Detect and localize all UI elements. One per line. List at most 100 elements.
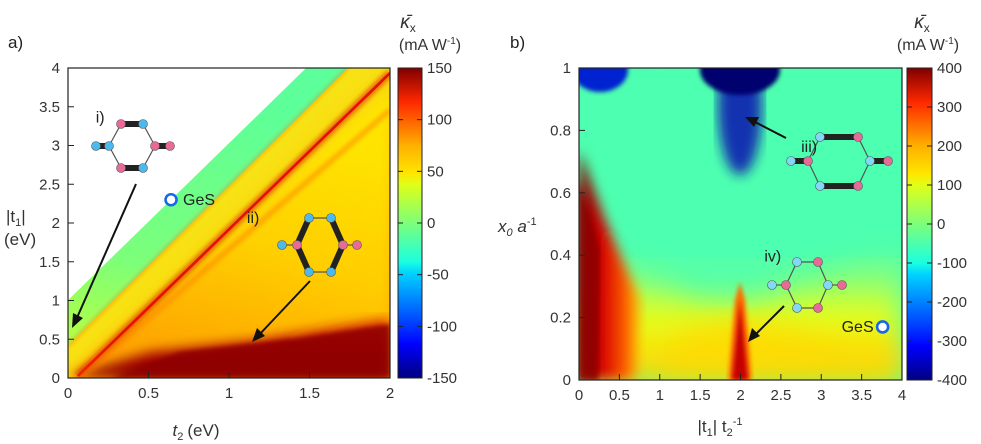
panel-a-colorbar-tick-label: 100: [427, 112, 452, 129]
panel-b-arrowhead-iii: [745, 117, 759, 127]
panel-a-annotations: i) ii) GeS: [96, 109, 260, 227]
panel-a-ytick-label: 4: [52, 60, 60, 77]
panel-a: a) 0 0.5 1 1.5 200.511.522.533.54 t2 (eV) |t: [4, 12, 461, 443]
panel-b-axes: 0 0.5 1 1.5 2 2.5 3 3.5 4 0 0.2 0.4 0.6 0.8 1: [550, 60, 906, 404]
panel-a-colorbar-tick-label: -150: [427, 370, 457, 387]
panel-b-xtick-label: 4: [898, 387, 906, 404]
panel-b-colorbar-tick-label: -300: [937, 333, 967, 350]
panel-b-xlabel-mid-sub: 2: [727, 427, 733, 439]
panel-b-ytick-label: 0.2: [550, 310, 571, 327]
panel-a-ytick-label: 2.5: [39, 176, 60, 193]
panel-a-colorbar-unit-text: (mA W: [399, 37, 448, 54]
structure-label: ii): [247, 210, 259, 227]
panel-b-xtick-label: 1.5: [690, 387, 711, 404]
panel-a-xtick-label: 0.5: [138, 385, 159, 402]
panel-b-ytick-label: 0.4: [550, 247, 571, 264]
structure-label: iv): [764, 248, 781, 265]
panel-b-ytick-label: 0: [563, 372, 571, 389]
panel-b-label: b): [510, 33, 525, 52]
panel-a-colorbar-ticks: 150 100 50 0 -50 -100 -150: [398, 60, 457, 387]
structure-label: i): [96, 109, 105, 126]
panel-a-ytick-label: 2: [52, 215, 60, 232]
ges-label: GeS: [842, 319, 874, 336]
panel-b-colorbar-unit-sup: -1: [945, 36, 954, 47]
panel-a-colorbar-unit-end: ): [456, 37, 461, 54]
panel-b-ylabel-sup: -1: [527, 216, 537, 228]
panel-b-colorbar-tick-label: -200: [937, 294, 967, 311]
structure-ii-diagram: [277, 213, 362, 277]
panel-b-colorbar-ticks: 400 300 200 100 0 -100 -200 -300 -400: [907, 60, 967, 389]
ges-marker: [164, 192, 178, 207]
panel-a-ytick-label: 1.5: [39, 254, 60, 271]
panel-b-ytick-label: 0.6: [550, 185, 571, 202]
panel-a-colorbar-tick-label: 50: [427, 163, 444, 180]
panel-b-ytick-label: 0.8: [550, 122, 571, 139]
panel-b-xtick-label: 3.5: [851, 387, 872, 404]
panel-a-colorbar-tick-label: 150: [427, 60, 452, 77]
panel-b-colorbar-unit-end: ): [954, 37, 959, 54]
panel-b-arrow-iv: [753, 305, 785, 337]
panel-b-ylabel: x0 a-1: [497, 216, 537, 239]
panel-b-xlabel-pre: |t: [697, 417, 706, 436]
panel-b-colorbar-symbol: κ̄: [914, 12, 927, 33]
panel-a-label: a): [8, 33, 23, 52]
panel-a-xtick-label: 1: [225, 385, 233, 402]
panel-b-xtick-label: 3: [817, 387, 825, 404]
panel-a-ylabel: |t1|: [6, 207, 26, 229]
panel-a-colorbar-unit: (mA W-1): [399, 36, 461, 54]
panel-a-ylabel-end: |: [21, 207, 25, 226]
panel-b-colorbar-tick-label: 400: [937, 60, 962, 77]
panel-b-xtick-label: 2.5: [770, 387, 791, 404]
panel-a-colorbar-tick-label: 0: [427, 215, 435, 232]
panel-a-heatmap: [68, 68, 390, 378]
panel-b-ylabel-mid: a: [513, 217, 527, 236]
panel-a-xlabel-unit: (eV): [187, 421, 219, 440]
panel-a-ylabel-sub: 1: [15, 217, 21, 229]
panel-a-xlabel-sub: 2: [177, 431, 183, 443]
panel-a-xtick-label: 0: [64, 385, 72, 402]
panel-b: b) 0 0.5 1 1.5 2 2.5 3 3.5 4 0 0.2 0.4 0.6 0.8 1: [497, 12, 967, 439]
panel-b-ylabel-main: x: [497, 217, 507, 236]
panel-b-xlabel-sup: -1: [733, 416, 743, 428]
panel-b-xtick-label: 2: [736, 387, 744, 404]
panel-a-arrow-i: [75, 183, 137, 321]
ges-label: GeS: [183, 192, 215, 209]
ges-marker: [875, 320, 890, 334]
panel-a-colorbar-symbol-sub: x: [410, 21, 416, 35]
panel-b-colorbar-tick-label: 300: [937, 99, 962, 116]
panel-a-ylabel-unit: (eV): [4, 230, 36, 249]
panel-b-colorbar-tick-label: 200: [937, 138, 962, 155]
panel-b-colorbar-unit: (mA W-1): [897, 36, 959, 54]
panel-a-colorbar-unit-sup: -1: [447, 36, 456, 47]
panel-a-ytick-label: 1: [52, 293, 60, 310]
panel-a-xlabel-main: t: [173, 421, 179, 440]
panel-b-colorbar-tick-label: -400: [937, 372, 967, 389]
panel-a-ytick-label: 0: [52, 370, 60, 387]
panel-b-xlabel-mid: | t: [713, 417, 727, 436]
panel-b-ytick-label: 1: [563, 60, 571, 77]
panel-a-xlabel: t2 (eV): [173, 421, 220, 443]
panel-a-ylabel-main: |t: [6, 207, 15, 226]
panel-b-colorbar-tick-label: 0: [937, 216, 945, 233]
panel-b-heatmap: [579, 68, 902, 380]
panel-b-xtick-label: 1: [656, 387, 664, 404]
panel-a-arrowhead-ii: [252, 328, 265, 342]
panel-b-arrowhead-iv: [748, 328, 760, 342]
panel-a-colorbar-symbol: κ̄: [400, 12, 413, 33]
panel-a-ytick-label: 0.5: [39, 331, 60, 348]
structure-iii-diagram: [786, 132, 893, 191]
panel-b-annotations: iii) iv) GeS: [764, 139, 890, 336]
structure-i-diagram: [91, 119, 175, 173]
panel-a-arrow-ii: [257, 280, 311, 337]
panel-b-colorbar-tick-label: 100: [937, 177, 962, 194]
panel-b-colorbar-tick-label: -100: [937, 255, 967, 272]
panel-a-ytick-label: 3: [52, 138, 60, 155]
panel-b-colorbar-symbol-sub: x: [924, 21, 930, 35]
panel-b-colorbar-unit-text: (mA W: [897, 37, 946, 54]
panel-b-xlabel: |t1| t2-1: [697, 416, 742, 439]
panel-a-axes: 0 0.5 1 1.5 2 0 0.5 1 1.5 2 2.5 3 3.5 4: [39, 60, 394, 402]
panel-a-xtick-label: 1.5: [299, 385, 320, 402]
panel-a-colorbar-tick-label: -100: [427, 318, 457, 335]
panel-a-colorbar-title: κ̄x: [400, 12, 416, 35]
